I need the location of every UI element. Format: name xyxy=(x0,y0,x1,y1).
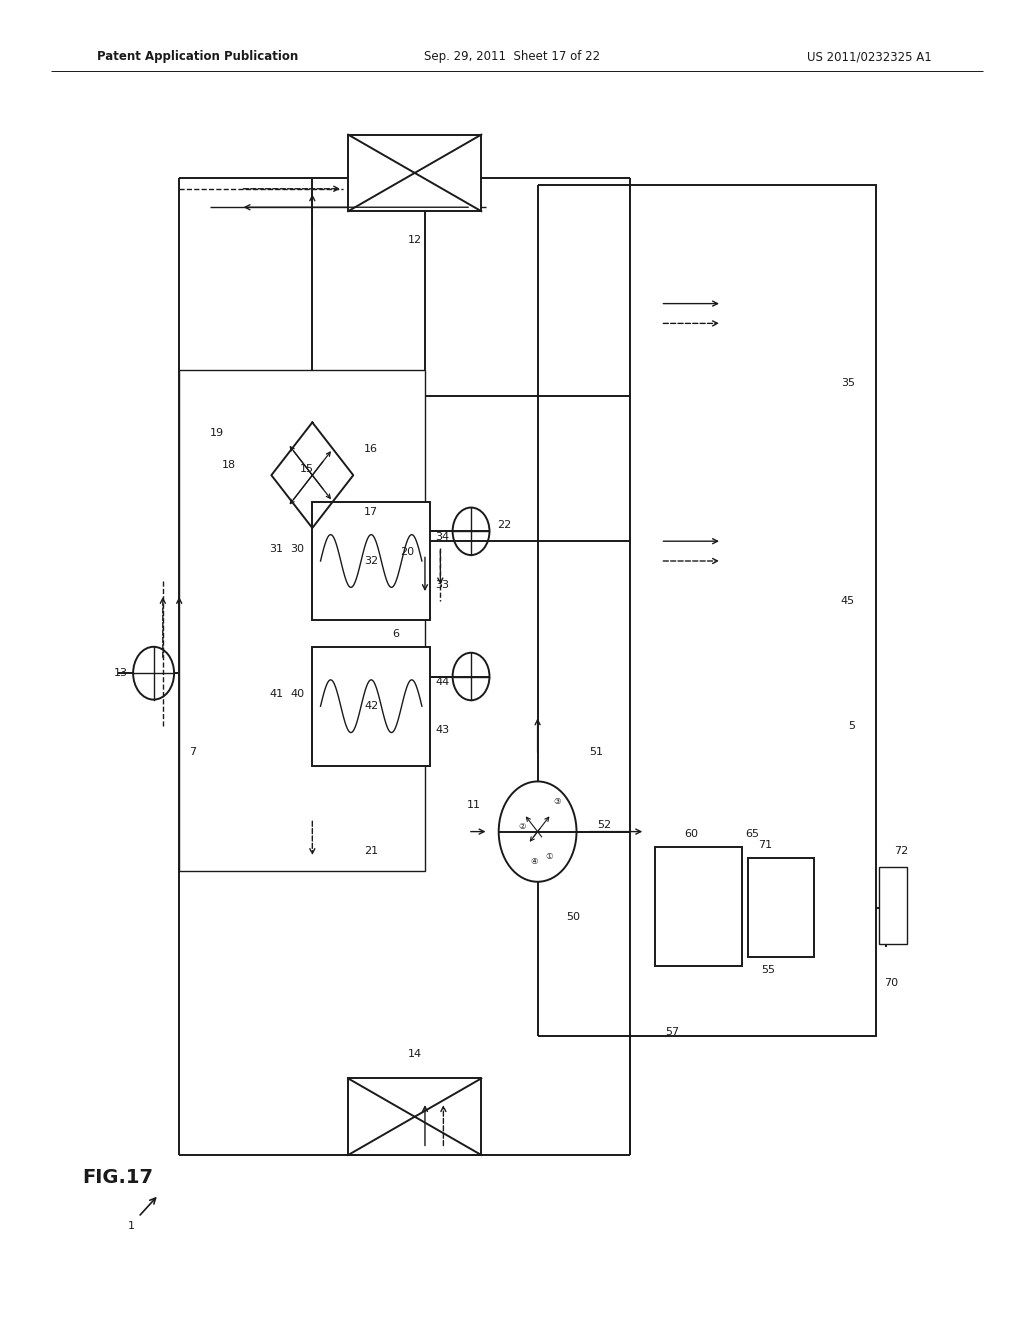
Bar xyxy=(655,847,742,966)
Text: ④: ④ xyxy=(530,857,538,866)
Bar xyxy=(312,647,430,766)
Bar xyxy=(179,370,425,871)
Text: 43: 43 xyxy=(435,725,450,735)
Bar xyxy=(748,858,814,957)
Bar xyxy=(879,867,907,944)
Text: 70: 70 xyxy=(884,978,898,989)
Text: 40: 40 xyxy=(290,689,304,700)
Text: 20: 20 xyxy=(400,546,415,557)
Text: 19: 19 xyxy=(210,428,224,438)
Text: 51: 51 xyxy=(589,747,603,758)
Text: 57: 57 xyxy=(666,1027,680,1038)
Text: 35: 35 xyxy=(841,378,855,388)
Text: ①: ① xyxy=(546,853,553,861)
Text: 13: 13 xyxy=(114,668,128,678)
Text: ②: ② xyxy=(518,822,525,832)
Text: 44: 44 xyxy=(435,677,450,688)
Text: 33: 33 xyxy=(435,579,450,590)
Text: 12: 12 xyxy=(408,235,422,246)
Text: 60: 60 xyxy=(684,829,698,840)
Text: 5: 5 xyxy=(848,721,855,731)
Text: 41: 41 xyxy=(269,689,284,700)
Text: 6: 6 xyxy=(392,628,399,639)
Bar xyxy=(348,1078,481,1155)
Text: 65: 65 xyxy=(745,829,760,840)
Text: Patent Application Publication: Patent Application Publication xyxy=(97,50,299,63)
Text: 72: 72 xyxy=(894,846,908,857)
Text: 18: 18 xyxy=(221,459,236,470)
Text: 50: 50 xyxy=(566,912,581,923)
Text: 32: 32 xyxy=(365,556,378,566)
Text: 17: 17 xyxy=(364,507,378,517)
Text: 42: 42 xyxy=(365,701,378,711)
Text: ③: ③ xyxy=(553,797,561,807)
Text: 45: 45 xyxy=(841,595,855,606)
Text: Sep. 29, 2011  Sheet 17 of 22: Sep. 29, 2011 Sheet 17 of 22 xyxy=(424,50,600,63)
Text: 52: 52 xyxy=(597,820,611,830)
Text: 31: 31 xyxy=(269,544,284,554)
Bar xyxy=(348,135,481,211)
Text: 11: 11 xyxy=(467,800,481,810)
Text: 16: 16 xyxy=(364,444,378,454)
Text: 15: 15 xyxy=(300,463,314,474)
Text: FIG.17: FIG.17 xyxy=(82,1168,153,1187)
Text: 34: 34 xyxy=(435,532,450,543)
Bar xyxy=(312,502,430,620)
Text: 30: 30 xyxy=(290,544,304,554)
Text: 14: 14 xyxy=(408,1048,422,1059)
Text: 7: 7 xyxy=(189,747,197,758)
Text: 1: 1 xyxy=(128,1221,135,1232)
Text: US 2011/0232325 A1: US 2011/0232325 A1 xyxy=(807,50,932,63)
Text: 55: 55 xyxy=(761,965,775,975)
Text: 22: 22 xyxy=(497,520,511,529)
Bar xyxy=(630,185,876,1036)
Text: 71: 71 xyxy=(758,840,772,850)
Text: 21: 21 xyxy=(365,846,379,857)
